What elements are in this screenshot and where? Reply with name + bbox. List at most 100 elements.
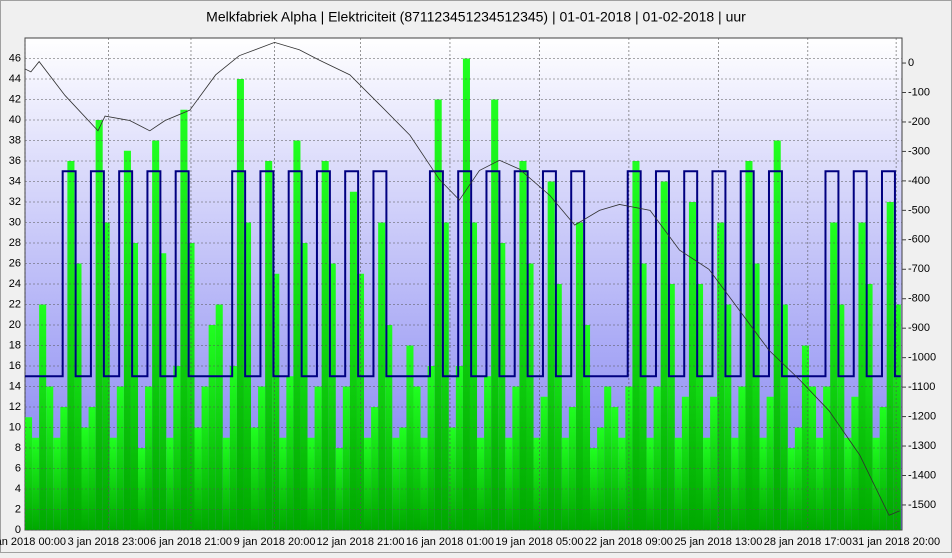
y-tick-label: 38: [9, 134, 21, 146]
bar: [300, 243, 308, 530]
bar: [356, 273, 365, 530]
y-tick-label: 10: [9, 421, 21, 433]
bar: [455, 366, 463, 530]
bar: [505, 437, 513, 530]
bar: [109, 437, 117, 530]
bar: [462, 58, 470, 530]
bar: [653, 386, 661, 530]
bar: [448, 427, 456, 530]
bar: [95, 120, 103, 530]
bar: [893, 304, 901, 530]
bar: [194, 427, 202, 530]
bar: [413, 386, 421, 530]
bar: [787, 448, 795, 530]
bar: [844, 437, 852, 530]
bar: [597, 427, 605, 530]
bar: [215, 304, 223, 530]
y2-tick-label: -1200: [908, 410, 936, 422]
bar: [236, 79, 244, 530]
bar: [526, 263, 534, 530]
bar: [328, 263, 336, 530]
bar: [116, 386, 124, 530]
bar: [25, 417, 33, 530]
bar: [604, 386, 612, 530]
bar: [314, 386, 322, 530]
bar: [738, 386, 746, 530]
cumulative-line: [24, 41, 900, 516]
x-tick-label: 16 jan 2018 01:00: [406, 536, 494, 548]
bar: [561, 437, 569, 530]
y-tick-label: 28: [9, 237, 21, 249]
bar: [752, 263, 760, 530]
bar: [173, 366, 181, 530]
bar: [703, 437, 711, 530]
y-tick-label: 42: [9, 93, 21, 105]
bar: [575, 222, 583, 530]
y2-tick-label: -800: [908, 293, 930, 305]
y-tick-label: 0: [15, 524, 21, 536]
y2-tick-label: -1400: [908, 469, 936, 481]
y2-tick-label: -600: [908, 234, 930, 246]
bar: [695, 284, 704, 530]
bar: [201, 386, 209, 530]
y-tick-label: 12: [9, 401, 21, 413]
bar: [724, 304, 732, 530]
y-tick-label: 32: [9, 196, 21, 208]
bar: [766, 396, 774, 530]
bar: [307, 437, 315, 530]
bar: [837, 304, 845, 530]
x-tick-label: 6 jan 2018 21:00: [150, 536, 232, 548]
bar: [477, 437, 485, 530]
bar: [872, 437, 880, 530]
bar: [399, 427, 407, 530]
x-tick-label: 25 jan 2018 13:00: [674, 536, 762, 548]
chart-title: Melkfabriek Alpha | Elektriciteit (87112…: [206, 9, 746, 25]
bar: [794, 427, 802, 530]
bar: [60, 407, 68, 530]
bar: [512, 386, 520, 530]
bar: [53, 437, 61, 530]
bar: [646, 437, 654, 530]
bar: [335, 448, 343, 530]
bar: [81, 427, 89, 530]
x-tick-label: 22 jan 2018 09:00: [585, 536, 673, 548]
bar: [272, 273, 280, 530]
y2-tick-label: 0: [908, 57, 914, 69]
bar: [639, 263, 647, 530]
bar: [74, 263, 82, 530]
bar: [293, 140, 301, 530]
y-tick-label: 2: [15, 503, 21, 515]
bar: [385, 325, 393, 530]
y2-tick-label: -100: [908, 86, 930, 98]
bar: [674, 437, 682, 530]
bar: [180, 109, 188, 530]
y2-tick-label: -500: [908, 204, 930, 216]
bar: [830, 222, 838, 530]
bar: [364, 437, 372, 530]
y2-tick-label: -300: [908, 145, 930, 157]
y2-tick-label: -1100: [908, 381, 935, 393]
y-tick-label: 6: [15, 462, 21, 474]
y-tick-label: 16: [9, 360, 21, 372]
bar: [632, 161, 640, 530]
y-tick-label: 46: [9, 52, 21, 64]
x-tick-label: 28 jan 2018 17:00: [764, 536, 852, 548]
bar: [681, 396, 689, 530]
bar: [540, 396, 548, 530]
bar: [406, 345, 414, 530]
y2-tick-label: -1500: [908, 499, 936, 511]
bar: [858, 222, 866, 530]
bar: [801, 345, 810, 530]
y2-tick-label: -1000: [908, 352, 936, 364]
y-tick-label: 30: [9, 216, 21, 228]
bar: [152, 140, 160, 530]
bar: [717, 222, 725, 530]
bar: [145, 386, 153, 530]
bar: [286, 376, 294, 530]
bar: [166, 437, 174, 530]
y-tick-label: 26: [9, 257, 21, 269]
y-tick-label: 22: [9, 298, 21, 310]
bar: [258, 386, 266, 530]
bar: [533, 437, 541, 530]
